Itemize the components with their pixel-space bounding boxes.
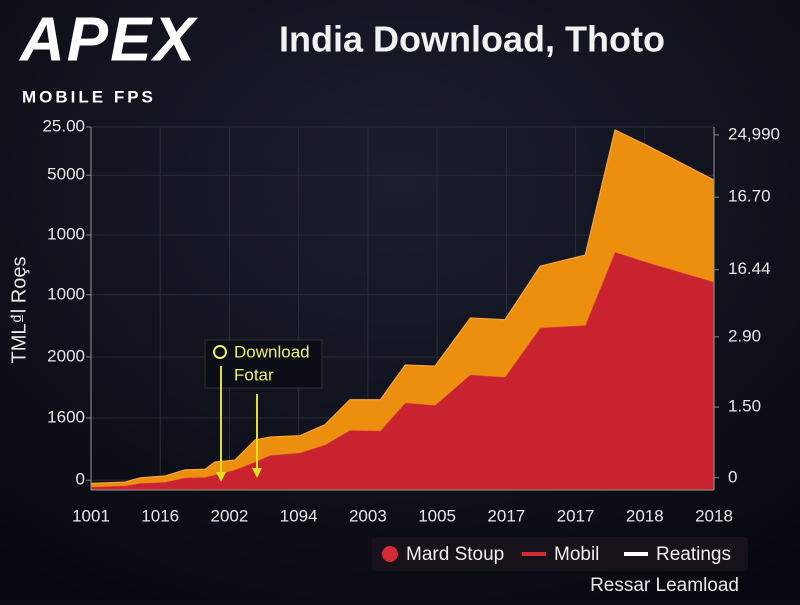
x-tick-label: 2018 <box>695 506 733 525</box>
y-axis-label: TML₫l Roȩs <box>8 257 30 364</box>
annotation-text: Download <box>234 342 310 361</box>
annotation-arrowhead <box>252 468 262 478</box>
footer: Ressar Leamload <box>590 575 739 596</box>
area <box>91 130 714 487</box>
legend-label: Reatings <box>656 544 731 565</box>
x-tick-label: 2002 <box>211 506 249 525</box>
y-tick-label: 5000 <box>47 165 85 184</box>
x-tick-label: 2003 <box>349 506 387 525</box>
annotation-text: Fotar <box>234 365 274 384</box>
y2-tick-label: 16.70 <box>728 187 771 206</box>
logo-title: APEX <box>18 5 198 74</box>
annotation: Download Fotar <box>204 339 323 482</box>
plot: 1001 1016 2002 1094 2003 1005 2017 2017 2018 2018… <box>42 116 780 525</box>
x-tick-label: 1005 <box>418 506 456 525</box>
y-tick-label: 25.00 <box>42 116 85 135</box>
y2-tick-label: 24,990 <box>728 124 780 143</box>
y2-tick-label: 1.50 <box>728 397 761 416</box>
x-tick-label: 2017 <box>557 506 595 525</box>
legend-box <box>372 537 748 571</box>
y2-tick-label: 0 <box>728 467 737 486</box>
annotation-icon <box>213 345 227 359</box>
legend-marker <box>382 546 398 562</box>
x-tick-label: 1016 <box>141 506 179 525</box>
legend-label: Mard Stoup <box>406 544 504 565</box>
y2-tick-label: 16.44 <box>728 259 771 278</box>
area <box>91 252 714 490</box>
x-tick-label: 1001 <box>72 506 110 525</box>
y-tick-label: 1000 <box>47 284 85 303</box>
y-tick-label: 0 <box>76 470 85 489</box>
y-tick-label: 2000 <box>47 346 85 365</box>
y-tick-label: 1600 <box>47 407 85 426</box>
area-edge <box>90 129 715 484</box>
chart-title: India Download, Thoto <box>279 19 665 60</box>
legend: Mard Stoup Mobil Reatings <box>382 544 731 565</box>
logo-subtitle: MOBILE FPS <box>22 87 156 106</box>
x-tick-label: 2018 <box>626 506 664 525</box>
x-tick-label: 1094 <box>280 506 318 525</box>
y2-tick-label: 2.90 <box>728 326 761 345</box>
y-tick-label: 1000 <box>47 224 85 243</box>
x-tick-label: 2017 <box>487 506 525 525</box>
legend-label: Mobil <box>554 544 599 565</box>
annotation-arrowhead <box>216 472 226 482</box>
